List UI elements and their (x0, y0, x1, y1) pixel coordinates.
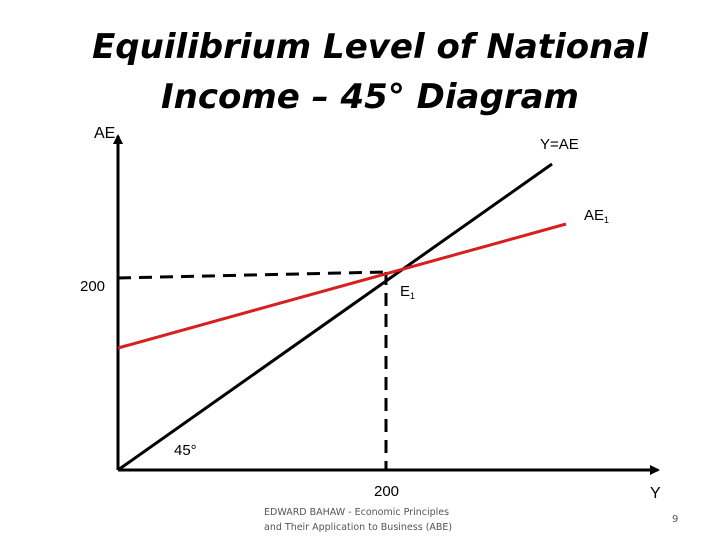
slide-title: Equilibrium Level of National Income – 4… (70, 22, 670, 122)
footer-line-2: and Their Application to Business (ABE) (264, 522, 453, 533)
y-axis-label: AE (94, 125, 115, 142)
footer-line-1: EDWARD BAHAW - Economic Principles (264, 507, 450, 518)
x-axis-label: Y (650, 485, 661, 502)
ae1-label: AE1 (584, 207, 609, 225)
footer-credit: EDWARD BAHAW - Economic Principles and T… (264, 505, 504, 535)
ae1-line (117, 222, 567, 350)
page-number: 9 (672, 514, 679, 525)
title-line-2: Income – 45° Diagram (161, 77, 579, 117)
x-tick-200: 200 (374, 483, 399, 500)
title-line-1: Equilibrium Level of National (92, 27, 648, 67)
y-equals-ae-line (117, 162, 553, 472)
y-eq-ae-label: Y=AE (540, 136, 579, 153)
angle-label: 45° (174, 442, 197, 459)
y-tick-200: 200 (80, 278, 105, 295)
equilibrium-dashed-horizontal (117, 270, 387, 280)
equilibrium-label: E1 (400, 283, 415, 301)
